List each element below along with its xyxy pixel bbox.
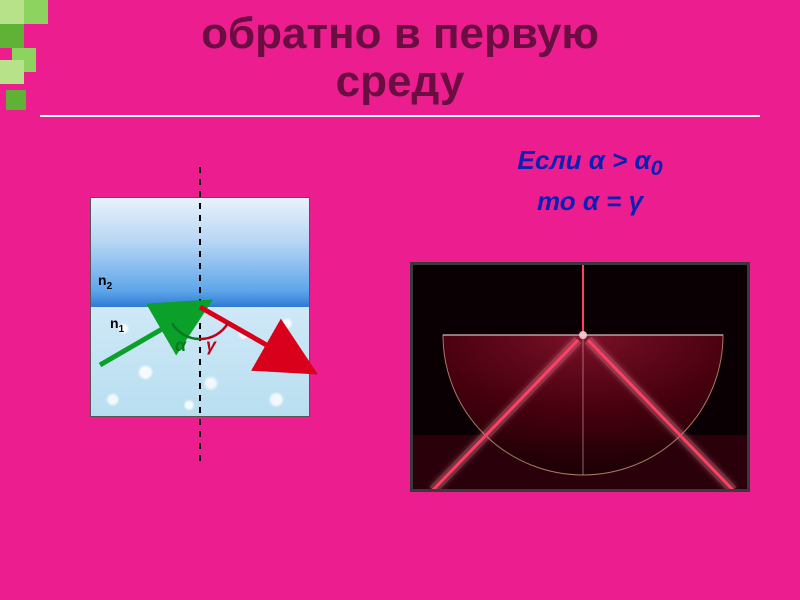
- alpha-label: α: [175, 335, 186, 356]
- content-area: n2 n1 α γ Если α > α0 то α = γ: [0, 117, 800, 587]
- experiment-photo: [410, 262, 750, 492]
- title-line-1: обратно в первую: [201, 9, 599, 58]
- title-line-2: среду: [336, 57, 465, 106]
- n1-label: n1: [110, 315, 124, 335]
- n2-label: n2: [98, 272, 112, 292]
- slide-title: обратно в первую среду: [0, 0, 800, 107]
- refraction-diagram: n2 n1 α γ: [70, 157, 330, 487]
- experiment-photo-svg: [413, 265, 747, 489]
- gamma-label: γ: [206, 335, 216, 356]
- condition-line-2: то α = γ: [420, 183, 760, 219]
- corner-decoration-svg: [0, 0, 60, 120]
- ray-svg: [70, 157, 330, 487]
- corner-decoration: [0, 0, 60, 120]
- condition-text: Если α > α0 то α = γ: [420, 142, 760, 220]
- condition-line-1: Если α > α0: [420, 142, 760, 184]
